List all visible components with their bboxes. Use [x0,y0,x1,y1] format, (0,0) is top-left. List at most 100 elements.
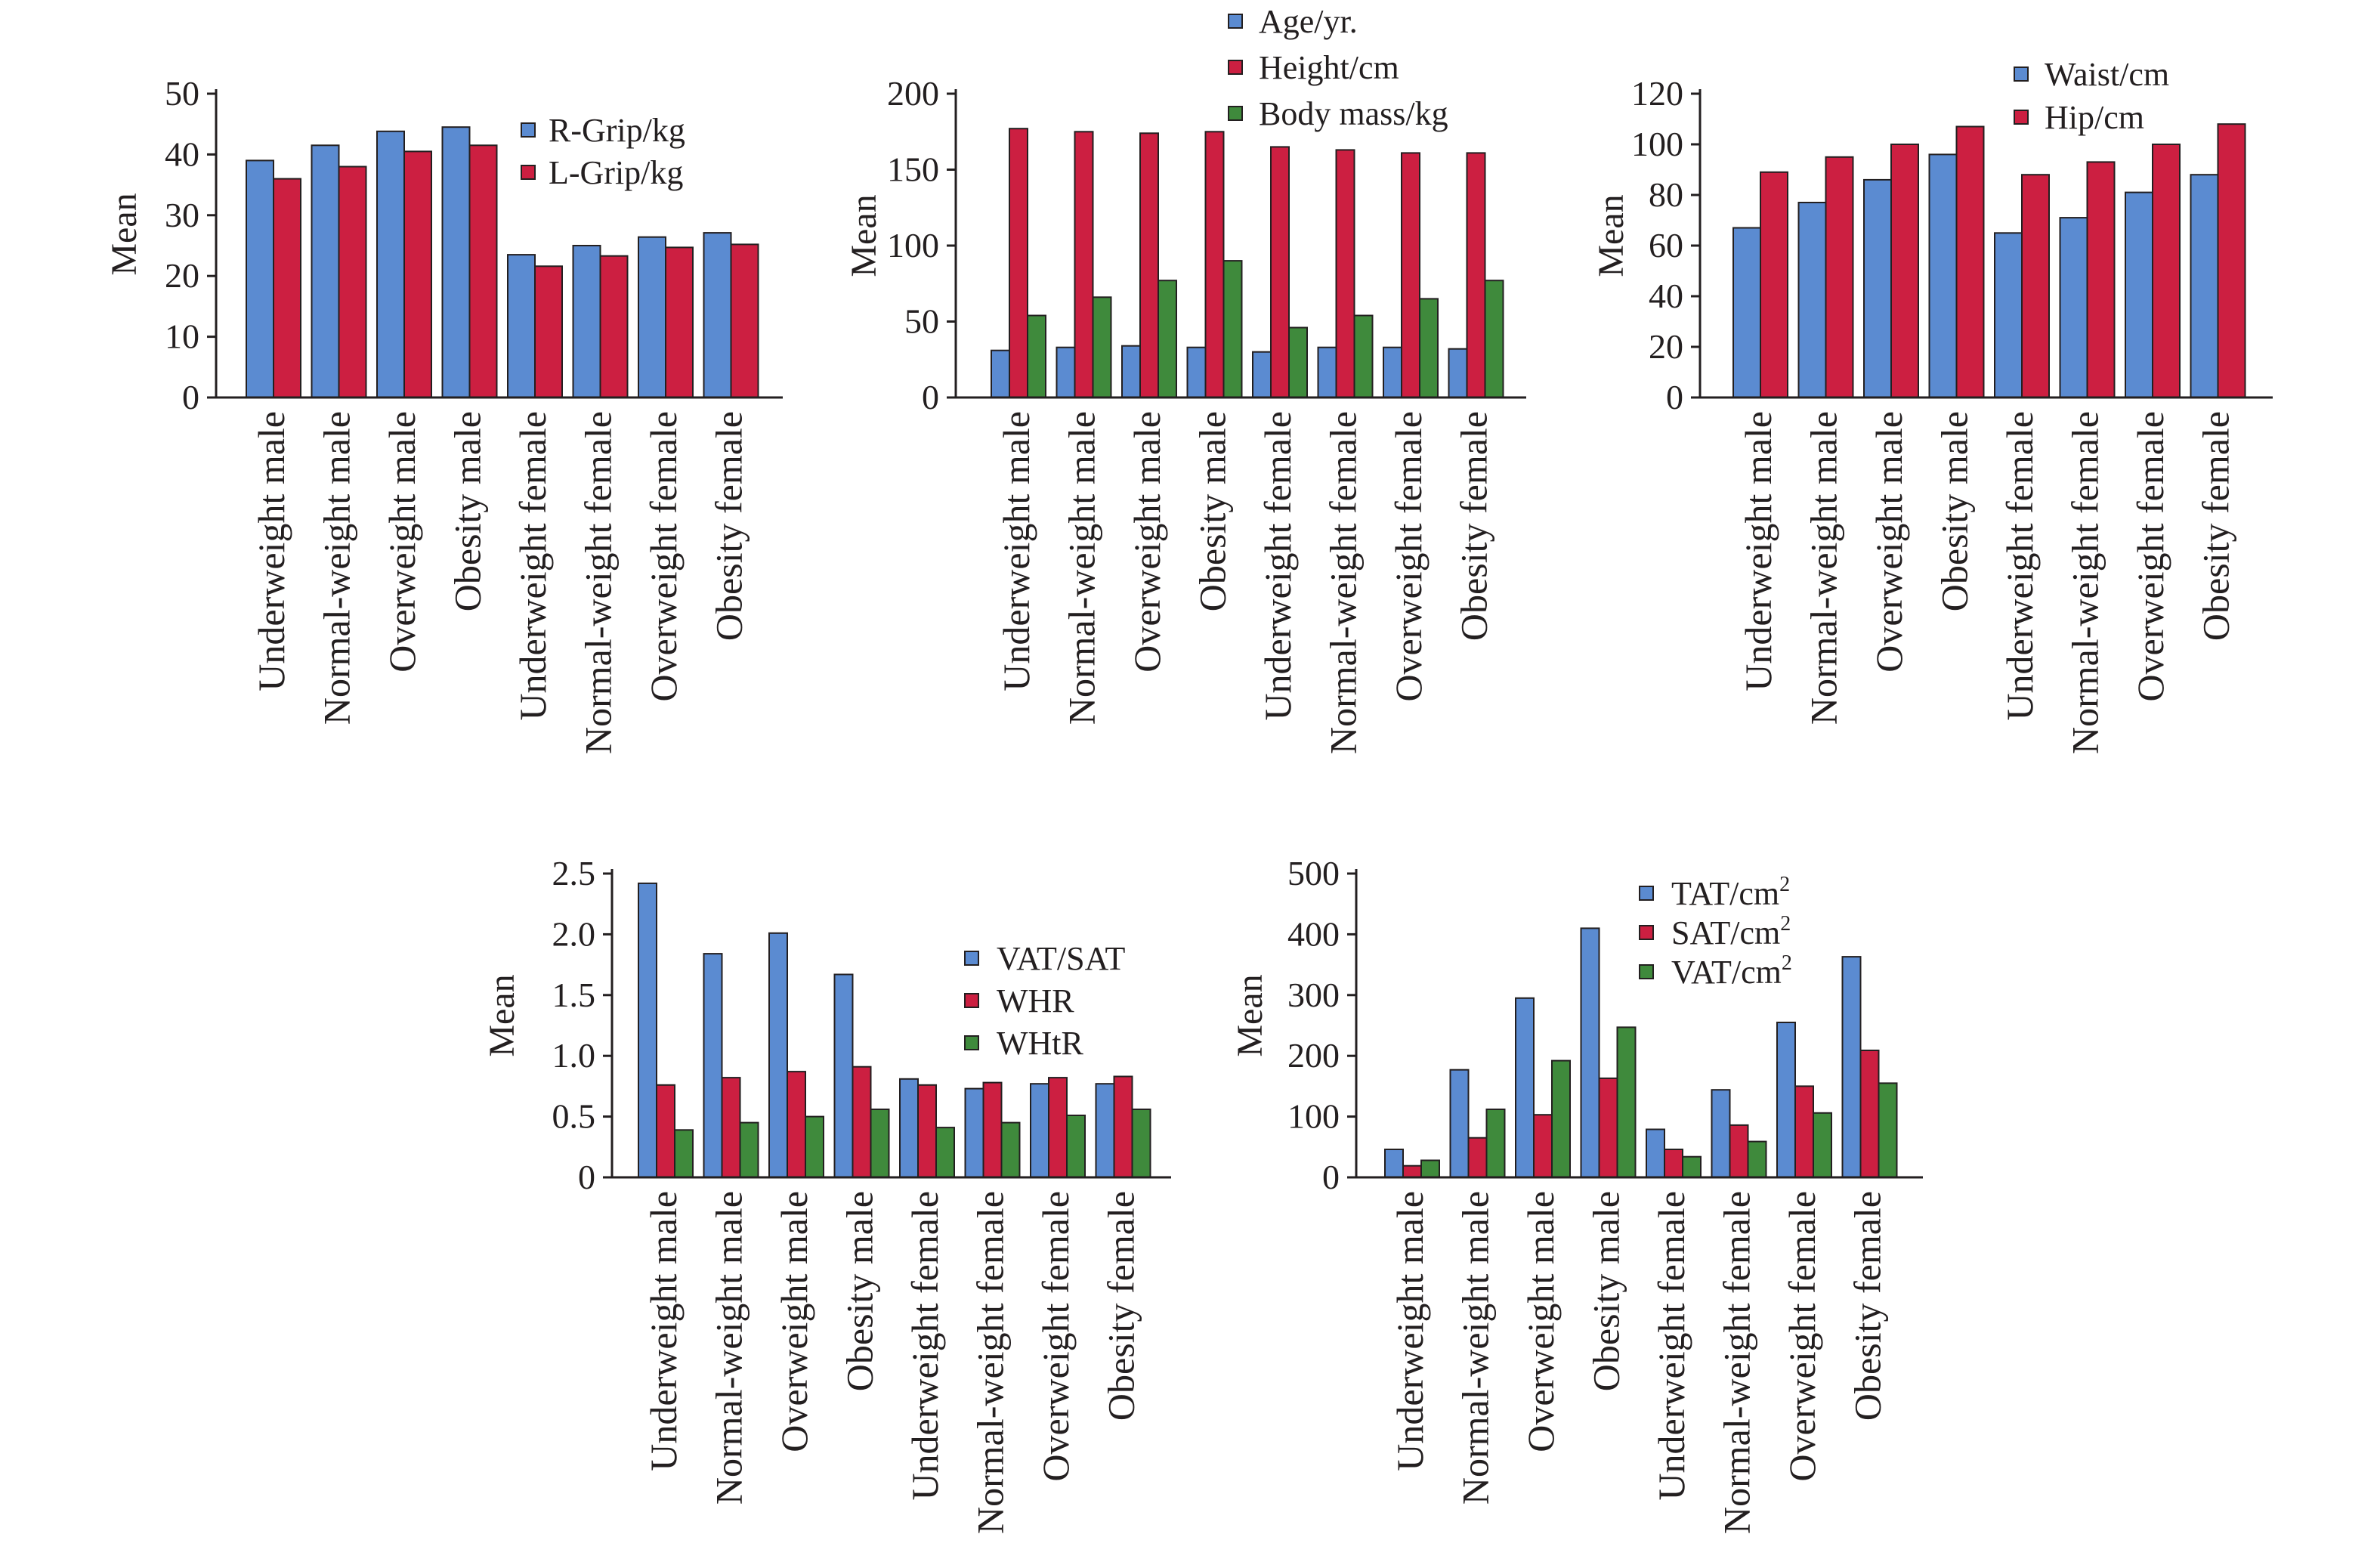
y-tick-label: 1.5 [552,976,596,1014]
x-tick-label: Overweight female [1034,1191,1077,1482]
x-tick-label: Underweight male [1389,1191,1431,1471]
y-tick-label: 0 [182,378,199,416]
bar [1797,202,1827,398]
y-tick-label: 0 [1666,378,1683,416]
bar [1095,1083,1115,1178]
bar [1222,260,1243,398]
bar [1515,997,1535,1179]
legend-swatch [521,165,536,180]
bar [1533,1114,1553,1178]
x-tick-label: Underweight female [1256,411,1299,721]
x-tick-label: Overweight female [1387,411,1430,702]
x-tick-label: Obesity male [1192,411,1234,611]
bar [1048,1077,1068,1178]
y-tick-label: 2.0 [552,914,596,953]
y-tick-label: 120 [1631,74,1683,113]
legend: Waist/cm Hip/cm [2014,56,2169,136]
bar [833,973,854,1178]
y-tick-label: 100 [887,226,939,264]
bar [1066,1115,1086,1178]
x-tick-label: Overweight male [1126,411,1168,673]
y-tick-label: 0 [578,1158,595,1196]
bar [273,178,301,398]
y-tick-label: 500 [1287,854,1340,892]
y-tick-label: 400 [1287,914,1340,953]
y-tick-label: 20 [165,256,199,295]
y-tick-label: 2.5 [552,854,596,892]
legend: Age/yr. Height/cm Body mass/kg [1228,3,1448,132]
bar [1467,1137,1488,1178]
x-tick-label: Overweight male [773,1191,815,1452]
legend-swatch [964,1035,979,1050]
bar [1863,178,1892,398]
y-tick-label: 100 [1287,1097,1340,1136]
legend-label: R-Grip/kg [549,112,685,149]
x-tick-label: Underweight female [512,411,554,721]
bar [870,1109,890,1178]
bar [1449,1069,1470,1178]
chart-panel: 0 10 20 30 40 50 Underweight male Normal-weight… [104,74,783,754]
bar [1252,351,1272,399]
x-tick-label: Underweight male [250,411,292,691]
bar [1383,346,1402,399]
y-tick-label: 0 [922,378,939,416]
y-tick-label: 40 [1649,277,1683,315]
bar [376,130,405,399]
bar [721,1077,741,1178]
bar [1485,1109,1506,1178]
bar [1000,1121,1021,1178]
legend-superscript: 2 [1782,951,1792,975]
bar [1056,346,1076,399]
bar [638,882,657,1179]
bar [1616,1026,1637,1179]
bar [1401,152,1420,398]
y-tick-label: 100 [1631,125,1683,163]
bar [991,349,1010,399]
bar [1955,125,1985,398]
y-axis-title: Mean [1591,194,1631,277]
bar [935,1127,955,1178]
bar [1419,298,1439,398]
legend: R-Grip/kg L-Grip/kg [521,112,685,191]
bar [1420,1159,1440,1178]
y-tick-label: 10 [165,317,199,356]
bar [534,265,563,398]
y-tick-label: 50 [904,302,939,341]
chart-panel: 0 50 100 150 200 Underweight male Normal-weigh… [844,3,1526,754]
legend-swatch [964,993,979,1008]
bar [1270,146,1290,398]
bar [468,144,498,399]
x-tick-label: Normal-weight male [1803,411,1845,725]
legend: VAT/SAT WHR WHtR [964,940,1125,1062]
y-axis-title: Mean [1230,974,1270,1056]
x-tick-label: Normal-weight male [1454,1191,1497,1505]
legend-superscript: 2 [1780,912,1791,936]
y-axis-title: Mean [844,194,884,277]
legend-swatch [1639,886,1654,901]
bar [2190,174,2219,398]
bar [441,126,471,398]
bar [1030,1083,1049,1178]
legend-swatch [2014,66,2029,82]
x-tick-label: Normal-weight male [708,1191,750,1505]
bar [1928,153,1958,398]
x-tick-label: Overweight male [381,411,423,673]
legend-label: WHtR [997,1025,1084,1062]
bar [1335,149,1355,398]
x-tick-label: Underweight female [1998,411,2041,721]
bar [1598,1077,1618,1179]
bar [787,1071,806,1178]
y-tick-label: 150 [887,150,939,189]
x-tick-label: Underweight female [1650,1191,1692,1501]
x-tick-label: Normal-weight male [1061,411,1103,725]
bar [2217,123,2246,398]
x-tick-label: Obesity female [1453,411,1495,641]
bar [1890,144,1919,398]
legend-swatch [2014,110,2029,125]
x-tick-label: Obesity female [708,411,750,641]
bar [1317,346,1337,399]
x-tick-label: Normal-weight female [1322,411,1365,754]
y-tick-label: 80 [1649,175,1683,214]
x-tick-label: Obesity male [1585,1191,1627,1391]
